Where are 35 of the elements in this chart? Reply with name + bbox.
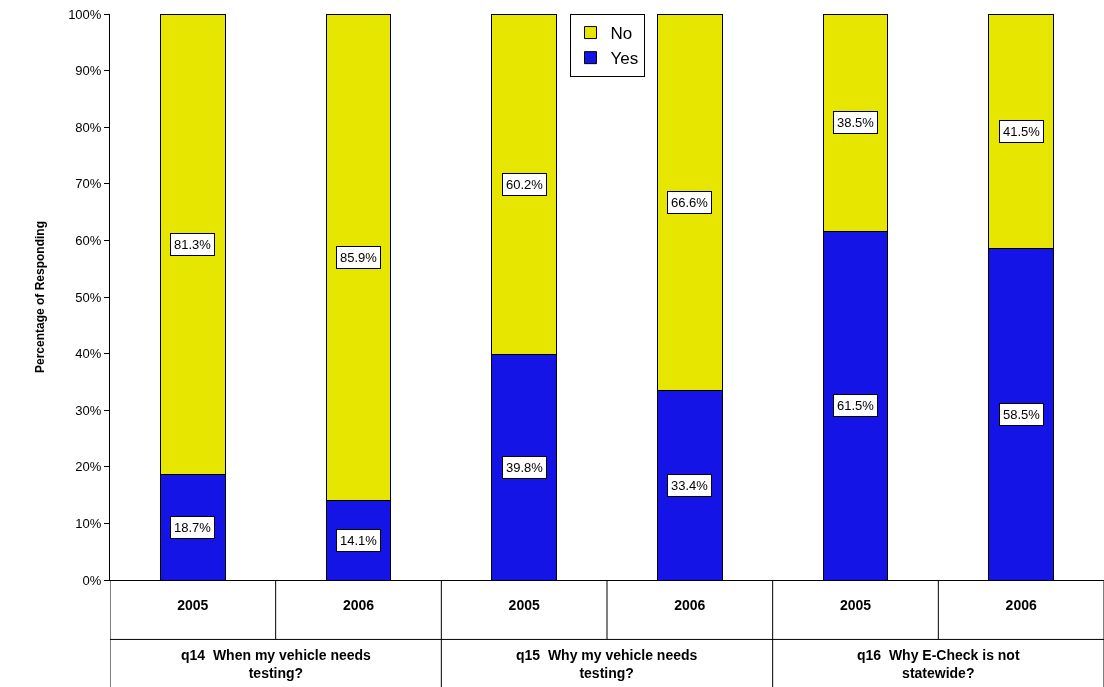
text: q16 Why E-Check is not statewide? [857, 647, 1020, 682]
data-label: 58.5% [1003, 407, 1041, 422]
x-tick-label: 2006 [342, 596, 375, 613]
legend-label: Yes [610, 49, 639, 69]
y-axis-title: Percentage of Responding [33, 220, 48, 374]
x-tick-label: 2006 [674, 596, 706, 613]
text: q14 When my vehicle needs testing? [181, 647, 372, 682]
y-tick-label: 60% [75, 232, 102, 248]
x-tick-label: 2005 [508, 596, 540, 613]
y-tick-label: 0% [82, 572, 102, 588]
y-tick-label: 20% [75, 459, 102, 475]
data-label: 41.5% [1003, 124, 1041, 139]
data-label: 60.2% [506, 177, 544, 192]
data-label: 14.1% [340, 533, 378, 548]
x-tick-label: 2005 [177, 596, 209, 613]
data-label: 39.8% [506, 460, 544, 475]
data-label: 38.5% [837, 115, 875, 130]
data-label: 18.7% [174, 520, 212, 535]
y-tick-label: 40% [75, 346, 102, 362]
text: q15 Why my vehicle needs testing? [516, 647, 698, 682]
data-label: 81.3% [174, 237, 212, 252]
x-tick-label: 2005 [839, 596, 872, 613]
data-label: 61.5% [837, 398, 875, 413]
y-tick-label: 90% [75, 63, 102, 79]
y-tick-label: 10% [75, 515, 102, 531]
y-tick-label: 70% [75, 176, 102, 192]
y-tick-label: 30% [75, 402, 102, 418]
y-tick-label: 50% [75, 289, 102, 305]
x-tick-label: 2006 [1005, 596, 1037, 613]
data-label: 66.6% [671, 195, 709, 210]
data-label: 85.9% [340, 250, 378, 265]
y-tick-label: 80% [75, 119, 102, 135]
y-tick-label: 100% [68, 6, 102, 22]
legend-label: No [610, 24, 633, 44]
data-label: 33.4% [671, 478, 709, 493]
